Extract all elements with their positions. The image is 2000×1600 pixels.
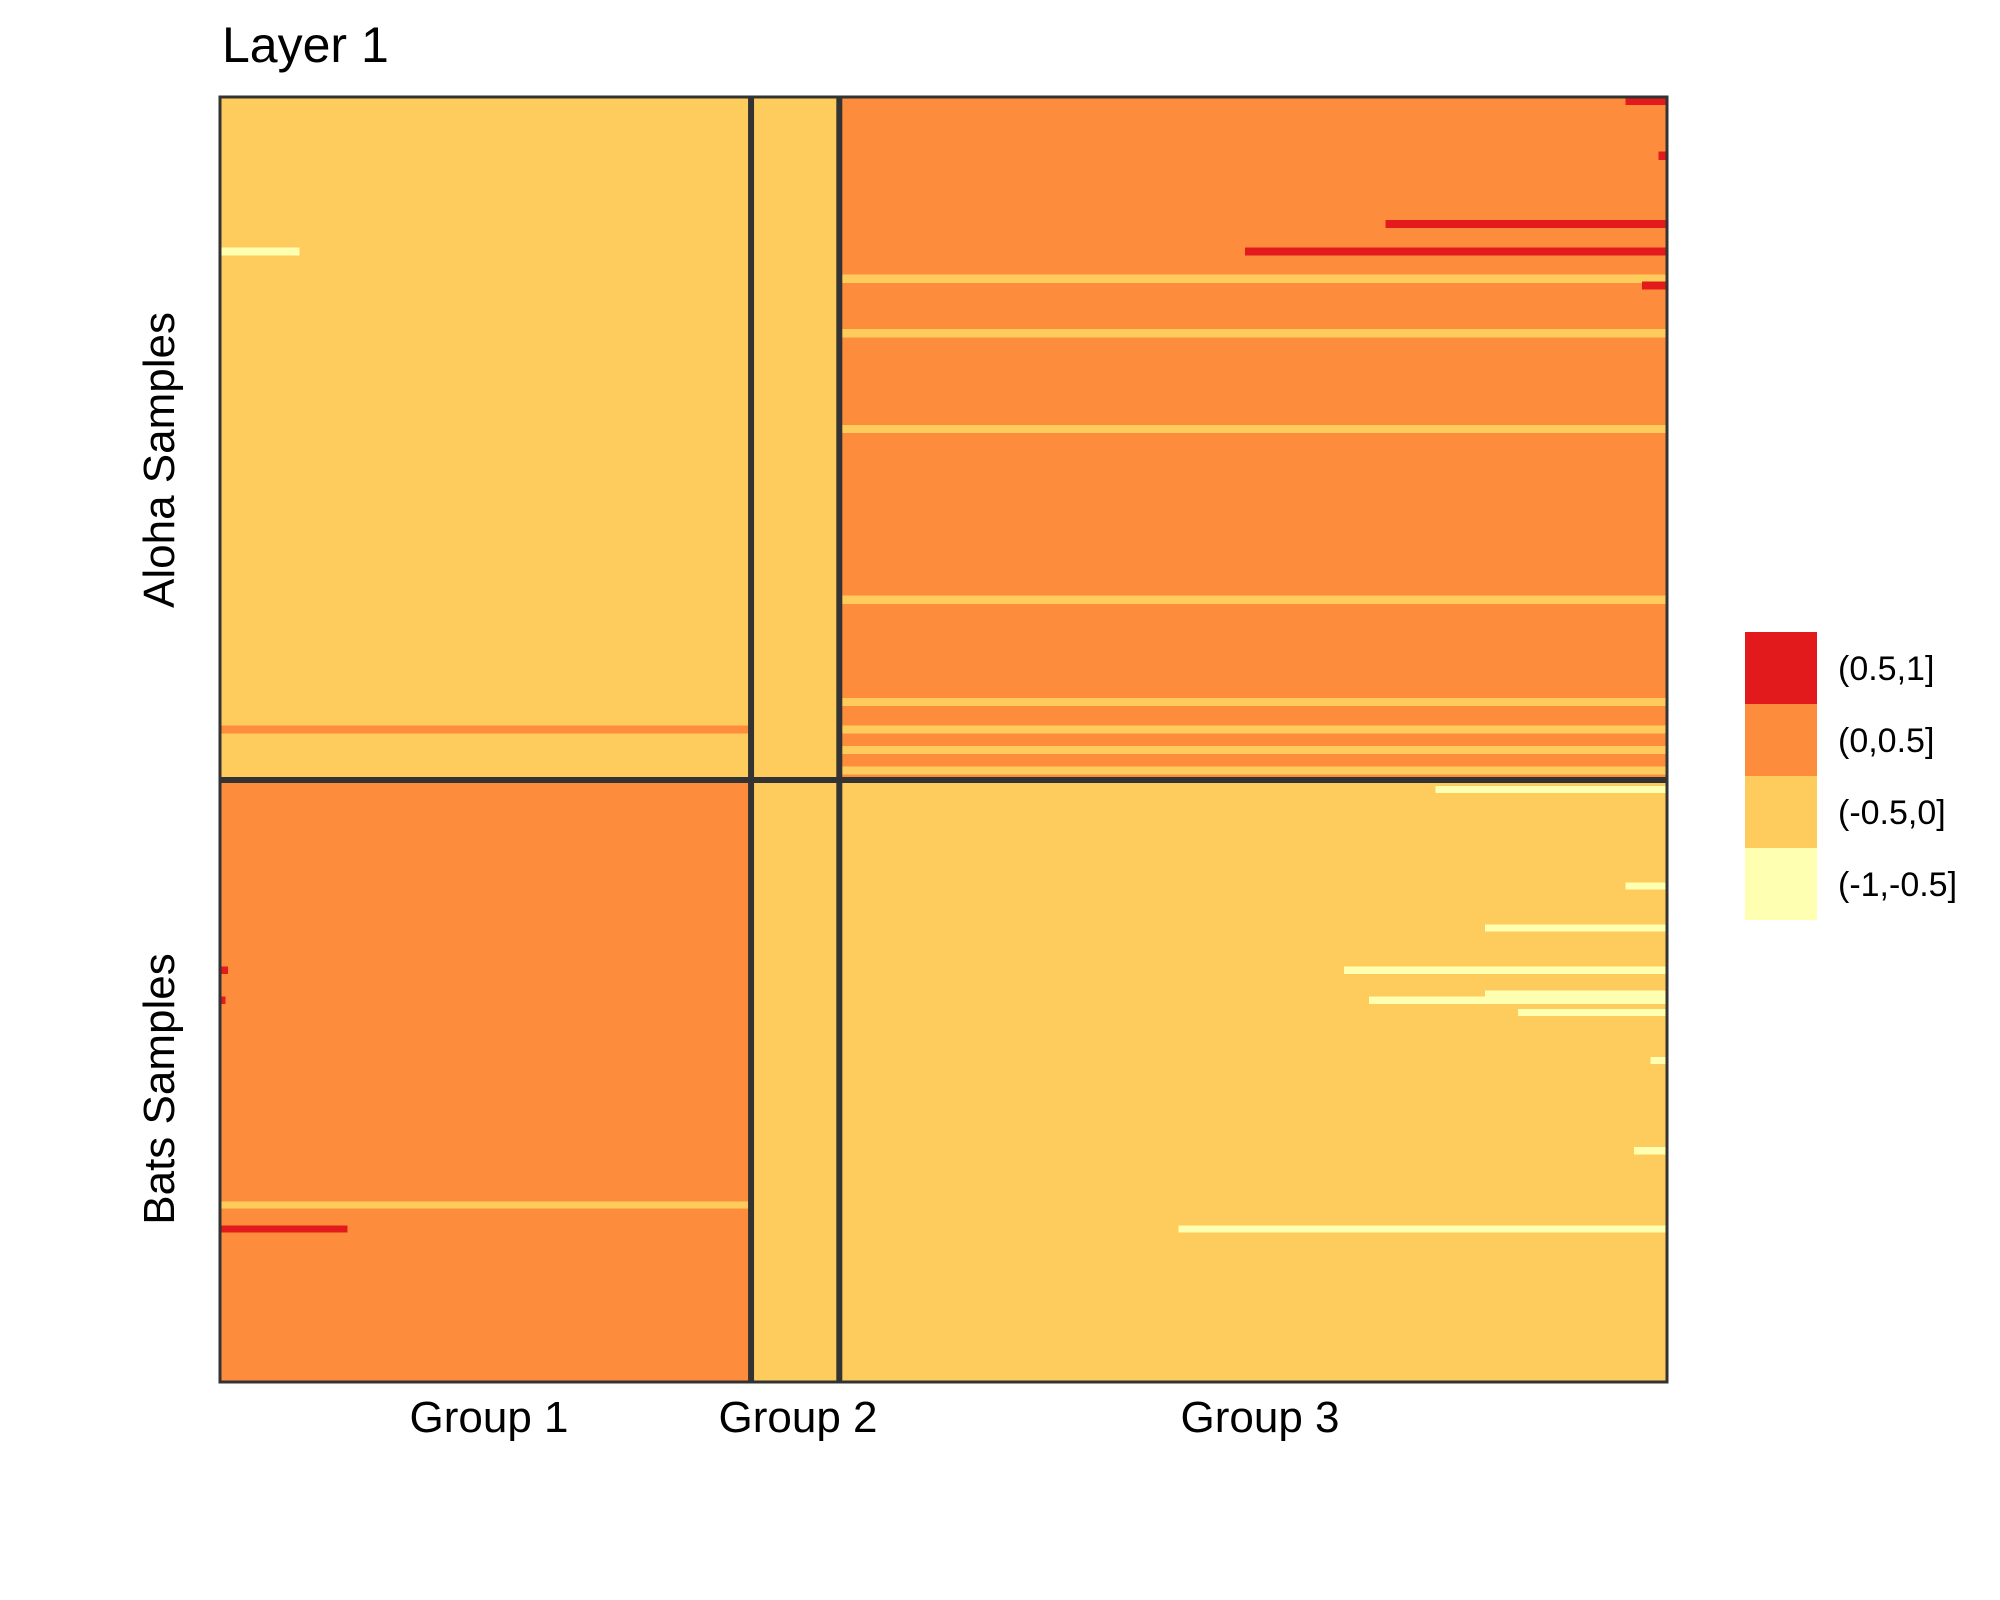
- legend-swatch-1: [1745, 704, 1817, 776]
- heatmap-block-2: [839, 97, 1667, 780]
- heatmap-cell-deviation-1: [1658, 151, 1667, 160]
- heatmap-cell-deviation-28: [1178, 1225, 1667, 1233]
- heatmap-block-3: [220, 780, 752, 1382]
- heatmap-cell-deviation-16: [1625, 882, 1667, 890]
- heatmap-cell-deviation-18: [220, 966, 228, 974]
- heatmap-cell-deviation-26: [220, 1201, 752, 1209]
- legend-label-3: (-1,-0.5]: [1838, 866, 1957, 904]
- heatmap-cell-deviation-0: [1625, 97, 1667, 106]
- column-group-label-group-1: Group 1: [410, 1393, 569, 1442]
- legend-label-1: (0,0.5]: [1838, 722, 1934, 760]
- heatmap-cell-deviation-12: [839, 725, 1667, 734]
- heatmap-cell-deviation-17: [1484, 924, 1667, 932]
- chart-title: Layer 1: [222, 17, 389, 73]
- heatmap-cell-deviation-23: [1518, 1008, 1667, 1016]
- heatmap-cell-deviation-13: [839, 745, 1667, 755]
- heatmap-cell-deviation-20: [1484, 990, 1667, 998]
- legend-label-0: (0.5,1]: [1838, 650, 1934, 688]
- heatmap-cell-deviation-6: [1642, 281, 1667, 290]
- heatmap-cell-deviation-21: [220, 996, 226, 1004]
- heatmap-cell-deviation-25: [1633, 1147, 1667, 1155]
- heatmap-cell-deviation-3: [220, 247, 300, 256]
- column-group-label-group-2: Group 2: [719, 1393, 878, 1442]
- column-group-label-group-3: Group 3: [1181, 1393, 1340, 1442]
- heatmap-cell-deviation-8: [839, 424, 1667, 434]
- heatmap-cell-deviation-15: [1435, 786, 1667, 794]
- heatmap-cell-deviation-5: [839, 274, 1667, 283]
- heatmap-cell-deviation-9: [839, 595, 1667, 604]
- row-group-label-bats: Bats Samples: [135, 953, 184, 1224]
- heatmap-cell-deviation-27: [220, 1225, 348, 1233]
- heatmap-block-1: [751, 97, 840, 780]
- heatmap-block-4: [751, 780, 840, 1382]
- panel-outer-border: [218, 95, 1669, 1384]
- heatmap-cell-deviation-14: [839, 766, 1667, 775]
- heatmap-cell-deviation-10: [839, 698, 1667, 707]
- heatmap-block-0: [220, 97, 752, 780]
- heatmap-cell-deviation-7: [839, 329, 1667, 338]
- panel-borders: [218, 95, 1669, 1384]
- heatmap-cell-deviation-22: [1369, 996, 1667, 1004]
- legend: (0.5,1] (0,0.5] (-0.5,0] (-1,-0.5]: [1745, 632, 1957, 920]
- heatmap-cell-deviation-4: [1244, 247, 1667, 256]
- heatmap-cell-deviation-19: [1344, 966, 1667, 974]
- legend-swatch-0: [1745, 632, 1817, 704]
- row-group-label-aloha: Aloha Samples: [135, 312, 184, 608]
- legend-label-2: (-0.5,0]: [1838, 794, 1946, 832]
- legend-swatch-2: [1745, 776, 1817, 848]
- heatmap-cell-deviation-11: [220, 725, 752, 734]
- heatmap-cell-deviation-24: [1650, 1056, 1667, 1065]
- heatmap-cells: [220, 97, 1667, 1382]
- legend-swatch-3: [1745, 848, 1817, 920]
- heatmap-block-5: [839, 780, 1667, 1382]
- heatmap-cell-deviation-2: [1385, 219, 1667, 229]
